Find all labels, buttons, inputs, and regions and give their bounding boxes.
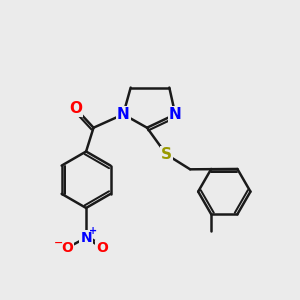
Text: N: N: [169, 107, 182, 122]
Text: N: N: [80, 231, 92, 245]
Text: O: O: [69, 101, 82, 116]
Text: −: −: [54, 238, 63, 248]
Text: +: +: [88, 226, 97, 236]
Text: O: O: [61, 241, 73, 255]
Text: S: S: [161, 147, 172, 162]
Text: O: O: [97, 241, 108, 255]
Text: N: N: [117, 107, 130, 122]
